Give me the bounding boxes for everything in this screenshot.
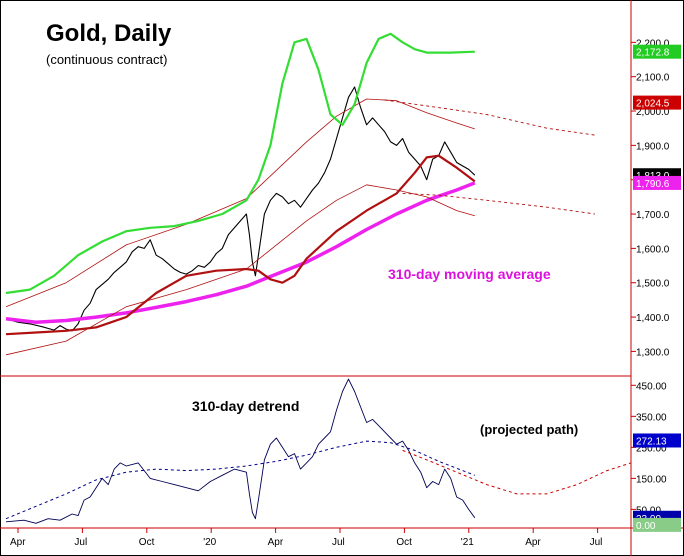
top-y-tick-label: 2,100.0: [636, 73, 670, 84]
bottom-y-tick-label: 150.00: [636, 474, 667, 485]
x-tick-label: Apr: [268, 537, 284, 548]
top-y-tick-label: 1,900.0: [636, 141, 670, 152]
bottom-y-tick-label: 250.00: [636, 443, 667, 454]
x-tick-label: Jul: [74, 537, 87, 548]
x-tick-label: Apr: [525, 537, 541, 548]
dashed-mean-line: [5, 440, 475, 520]
top-value-label-box: [633, 175, 681, 190]
chart-subtitle: (continuous contract): [46, 52, 168, 67]
top-value-label-box: [633, 44, 681, 59]
bottom-value-label: 0.00: [636, 521, 656, 532]
red-cycle-mean-line: [5, 154, 476, 336]
price-line: [5, 86, 476, 332]
top-value-label: 1,790.6: [636, 179, 670, 190]
top-y-tick-label: 1,700.0: [636, 210, 670, 221]
bottom-value-label: 272.13: [636, 436, 667, 447]
detrend-title: 310-day detrend: [192, 398, 300, 414]
lower-channel-line: [5, 184, 475, 356]
top-y-tick-label: 1,300.0: [636, 347, 670, 358]
lower-projection-line: [402, 192, 595, 215]
projected-path-line: [402, 449, 632, 495]
x-tick-label: '20: [203, 537, 216, 548]
bottom-value-label-box: [633, 517, 681, 532]
top-y-tick-label: 1,600.0: [636, 244, 670, 255]
green-cycle-line: [5, 32, 475, 295]
bottom-value-label-box: [633, 433, 681, 448]
x-tick-label: Jul: [332, 537, 345, 548]
x-tick-label: Oct: [396, 537, 412, 548]
top-y-tick-label: 1,400.0: [636, 313, 670, 324]
upper-projection-line: [384, 99, 595, 136]
projected-path-annotation: (projected path): [480, 422, 579, 437]
x-tick-label: Jul: [590, 537, 603, 548]
top-y-tick-label: 1,500.0: [636, 279, 670, 290]
moving-average-annotation: 310-day moving average: [388, 266, 551, 282]
chart-title: Gold, Daily: [46, 20, 172, 47]
top-value-label: 2,172.8: [636, 48, 670, 59]
detrend-line: [5, 378, 476, 524]
x-tick-label: Apr: [10, 537, 26, 548]
top-y-tick-label: 2,200.0: [636, 38, 670, 49]
x-tick-label: '21: [461, 537, 474, 548]
x-tick-label: Oct: [139, 537, 155, 548]
310-day-moving-average-line: [5, 181, 476, 324]
top-value-label: 2,024.5: [636, 99, 670, 110]
top-y-tick-label: 2,000.0: [636, 107, 670, 118]
bottom-y-tick-label: 350.00: [636, 412, 667, 423]
top-value-label-box: [633, 95, 681, 110]
upper-channel-line: [5, 98, 475, 308]
bottom-y-tick-label: 450.00: [636, 381, 667, 392]
